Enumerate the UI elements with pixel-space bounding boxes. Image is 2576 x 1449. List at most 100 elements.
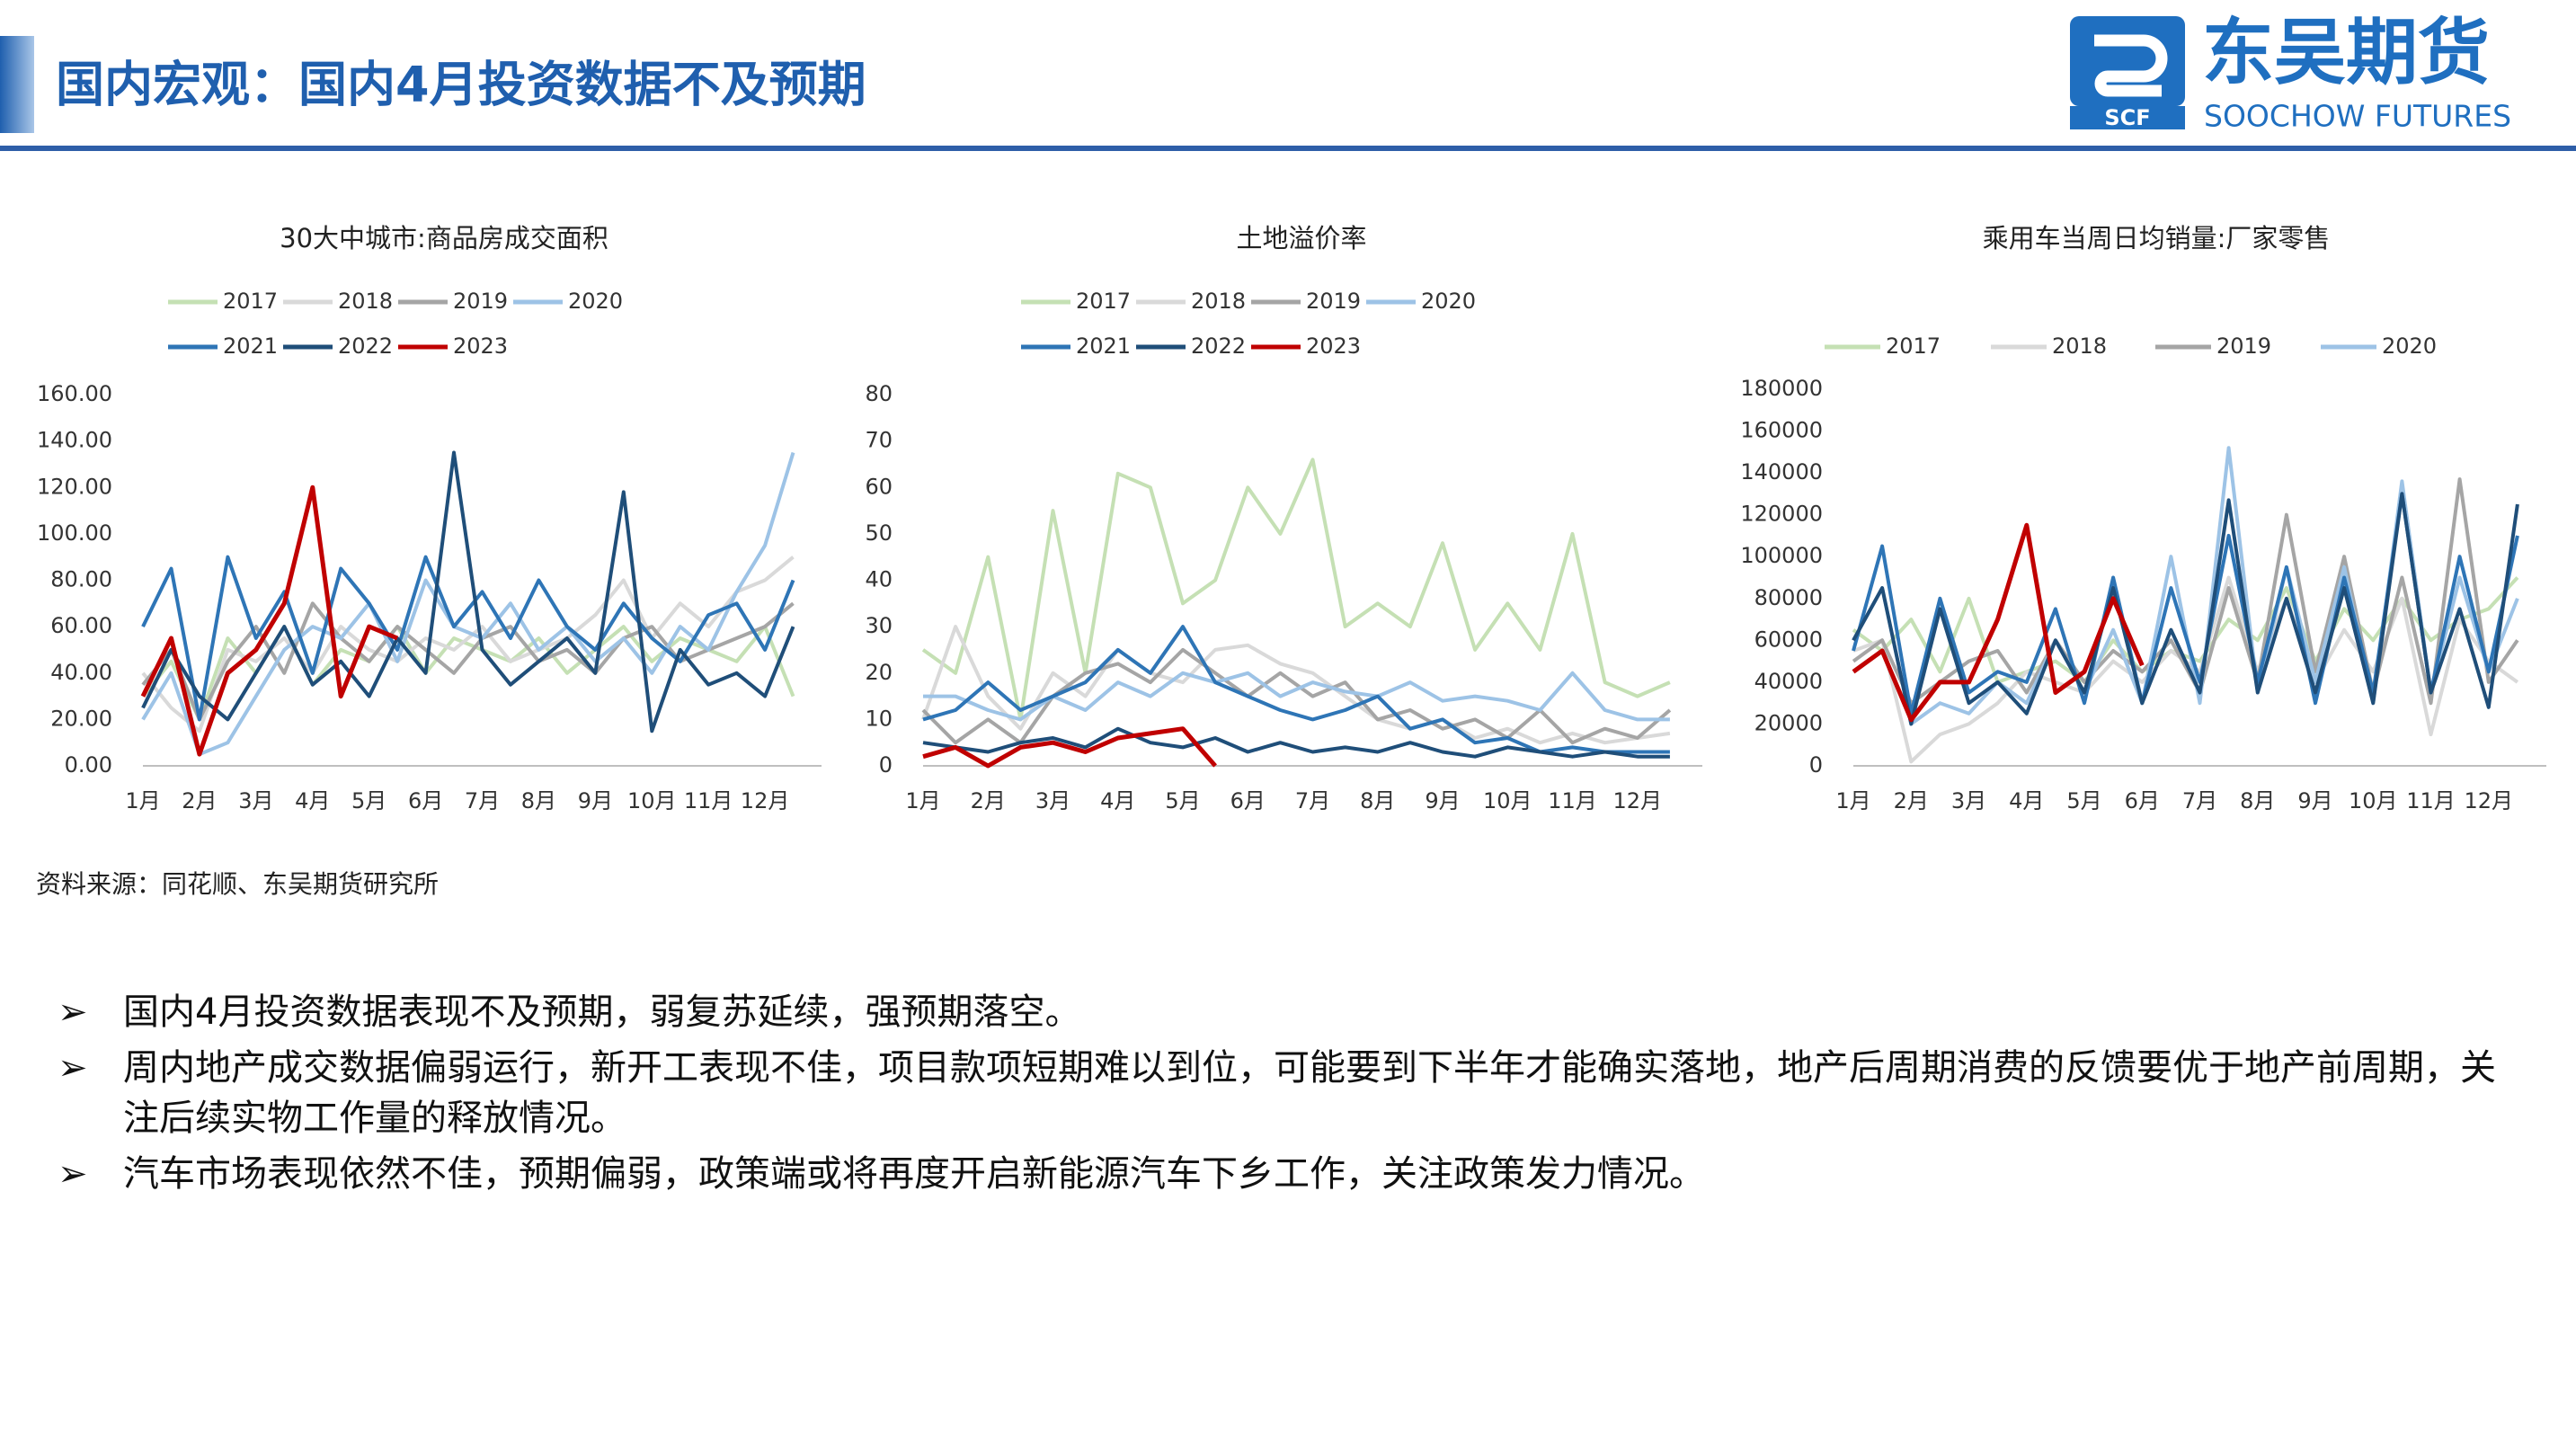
series-line: [141, 450, 795, 733]
bullet-text: 周内地产成交数据偏弱运行，新开工表现不佳，项目款项短期难以到位，可能要到下半年才…: [123, 1047, 2496, 1139]
x-tick-label: 9月: [2297, 788, 2332, 813]
y-tick-label: 10: [865, 706, 893, 731]
legend-label: 2019: [1306, 289, 1361, 314]
x-tick-label: 5月: [2066, 788, 2101, 813]
x-tick-label: 4月: [295, 788, 330, 813]
x-tick-label: 10月: [2349, 788, 2398, 813]
x-tick-label: 3月: [1035, 788, 1070, 813]
x-tick-label: 3月: [238, 788, 273, 813]
x-tick-label: 8月: [2240, 788, 2275, 813]
legend-label: 2018: [2052, 333, 2107, 359]
y-tick-label: 20: [865, 660, 893, 685]
y-tick-label: 160000: [1740, 418, 1823, 443]
y-tick-label: 20000: [1754, 710, 1823, 735]
legend-label: 2019: [453, 289, 508, 314]
x-tick-label: 3月: [1951, 788, 1986, 813]
x-tick-label: 8月: [1360, 788, 1395, 813]
x-tick-label: 11月: [1548, 788, 1597, 813]
x-tick-label: 4月: [1100, 788, 1135, 813]
chart-title: 乘用车当周日均销量:厂家零售: [1983, 223, 2331, 253]
y-tick-label: 0.00: [65, 752, 112, 778]
series-line: [140, 484, 399, 757]
logo-swirl: [2094, 34, 2168, 97]
y-tick-label: 100000: [1740, 543, 1823, 568]
x-tick-label: 12月: [741, 788, 790, 813]
bullet-marker: ➢: [58, 1153, 88, 1195]
series-line: [921, 647, 1672, 745]
x-tick-label: 6月: [2125, 788, 2160, 813]
x-tick-label: 9月: [1425, 788, 1460, 813]
x-tick-label: 1月: [125, 788, 160, 813]
series-line: [141, 556, 795, 733]
x-tick-label: 1月: [1835, 788, 1870, 813]
x-tick-label: 9月: [578, 788, 613, 813]
legend-label: 2023: [453, 333, 508, 359]
header-accent: [0, 36, 34, 133]
legend-label: 2019: [2216, 333, 2271, 359]
legend-label: 2021: [1076, 333, 1131, 359]
series-line: [922, 726, 1217, 769]
y-tick-label: 160.00: [37, 381, 112, 406]
x-tick-label: 5月: [1165, 788, 1200, 813]
series-line: [1852, 492, 2519, 726]
legend-label: 2022: [1191, 333, 1246, 359]
logo-cn: 东吴期货: [2202, 11, 2490, 94]
legend-label: 2021: [223, 333, 278, 359]
bullet-marker: ➢: [58, 991, 88, 1033]
series-line: [141, 601, 795, 722]
x-tick-label: 7月: [2182, 788, 2217, 813]
bullet-list: ➢ 国内4月投资数据表现不及预期，弱复苏延续，强预期落空。 ➢ 周内地产成交数据偏弱运…: [58, 987, 2520, 1205]
series-line: [141, 451, 795, 757]
bullet-text: 汽车市场表现依然不佳，预期偏弱，政策端或将再度开启新能源汽车下乡工作，关注政策发…: [123, 1153, 1705, 1195]
header-title: 国内宏观：国内4月投资数据不及预期: [56, 57, 866, 113]
y-tick-label: 60: [865, 474, 893, 499]
x-tick-label: 7月: [465, 788, 500, 813]
y-tick-label: 140000: [1740, 459, 1823, 484]
x-tick-label: 4月: [2009, 788, 2044, 813]
x-tick-label: 2月: [971, 788, 1006, 813]
series-line: [921, 458, 1671, 722]
legend-label: 2017: [1076, 289, 1131, 314]
bullet-marker: ➢: [58, 1047, 88, 1089]
series-line: [1852, 477, 2519, 706]
series-line: [922, 726, 1670, 759]
x-tick-label: 12月: [1612, 788, 1662, 813]
y-tick-label: 60000: [1754, 627, 1823, 652]
legend-label: 2018: [1191, 289, 1246, 314]
bullet: ➢ 汽车市场表现依然不佳，预期偏弱，政策端或将再度开启新能源汽车下乡工作，关注政策…: [58, 1149, 2520, 1199]
y-tick-label: 0: [1809, 752, 1823, 778]
series-line: [141, 625, 795, 722]
y-tick-label: 30: [865, 613, 893, 638]
series-line: [921, 625, 1671, 745]
y-tick-label: 80: [865, 381, 893, 406]
source-note: 资料来源：同花顺、东吴期货研究所: [36, 869, 440, 899]
legend-label: 2017: [223, 289, 278, 314]
x-tick-label: 2月: [182, 788, 217, 813]
y-tick-label: 180000: [1740, 376, 1823, 401]
header-rule: [0, 146, 2576, 151]
legend-label: 2022: [338, 333, 393, 359]
x-tick-label: 10月: [627, 788, 677, 813]
x-tick-label: 6月: [1230, 788, 1266, 813]
logo-en: SOOCHOW FUTURES: [2204, 99, 2511, 134]
x-tick-label: 10月: [1483, 788, 1532, 813]
legend-label: 2020: [2382, 333, 2437, 359]
y-tick-label: 40.00: [50, 660, 112, 685]
y-tick-label: 40: [865, 567, 893, 592]
x-tick-label: 11月: [684, 788, 733, 813]
y-tick-label: 140.00: [37, 428, 112, 453]
logo-band: [2070, 106, 2185, 129]
legend-label: 2020: [568, 289, 623, 314]
chart-title: 土地溢价率: [1236, 223, 1366, 253]
x-tick-label: 5月: [351, 788, 386, 813]
logo: SCF 东吴期货 SOOCHOW FUTURES: [2070, 11, 2511, 134]
y-tick-label: 0: [879, 752, 893, 778]
logo-mark: SCF: [2104, 105, 2150, 130]
x-tick-label: 8月: [521, 788, 556, 813]
y-tick-label: 120.00: [37, 474, 112, 499]
y-tick-label: 120000: [1740, 502, 1823, 527]
legend-label: 2018: [338, 289, 393, 314]
bullet: ➢ 国内4月投资数据表现不及预期，弱复苏延续，强预期落空。: [58, 987, 2520, 1037]
